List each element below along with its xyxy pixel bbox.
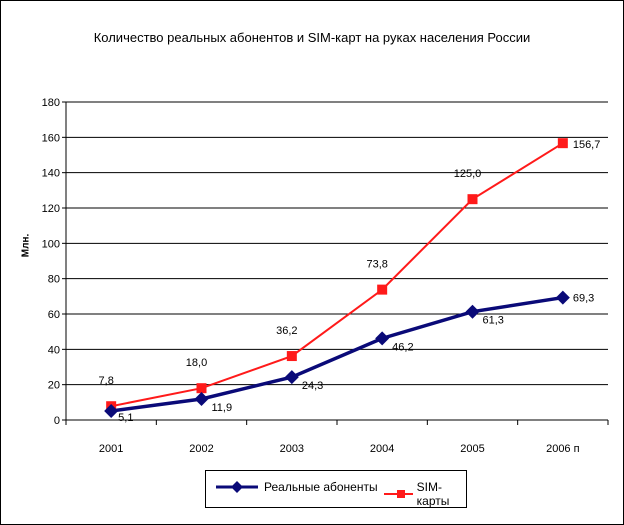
x-tick-label-5: 2006 п (546, 443, 580, 455)
legend: Реальные абоненты SIM-карты (205, 470, 467, 508)
real-subscribers-point-2 (284, 370, 299, 385)
series-line-sim-cards (110, 142, 564, 408)
y-tick-label-1: 20 (48, 380, 60, 392)
real-subscribers-data-label-4: 61,3 (483, 315, 504, 327)
legend-item-sim-cards: SIM-карты (382, 480, 466, 508)
plot-area: 0 20 40 60 80 100 120 140 160 180 2001 2002 2003 2004… (42, 97, 609, 455)
real-subscribers-point-1 (194, 391, 209, 406)
sim-cards-data-label-1: 18,0 (186, 357, 207, 369)
y-tick-label-9: 180 (42, 97, 60, 109)
y-tick-label-6: 120 (42, 203, 60, 215)
y-tick-label-7: 140 (42, 168, 60, 180)
y-tick-label-2: 40 (48, 344, 60, 356)
y-tick-label-3: 60 (48, 309, 60, 321)
x-tick-label-1: 2002 (189, 443, 213, 455)
real-subscribers-point-3 (375, 331, 390, 346)
legend-swatch-diamond-icon (216, 481, 258, 493)
sim-cards-point-1 (196, 383, 207, 394)
sim-cards-point-4 (467, 194, 478, 205)
sim-cards-data-label-4: 125,0 (454, 168, 482, 180)
y-tick-label-8: 160 (42, 132, 60, 144)
real-subscribers-data-label-5: 69,3 (573, 293, 594, 305)
legend-label-real-subscribers: Реальные абоненты (264, 480, 378, 494)
x-tick-label-0: 2001 (99, 443, 123, 455)
real-subscribers-point-5 (555, 290, 570, 305)
legend-swatch-square-icon (384, 490, 413, 498)
legend-item-real-subscribers: Реальные абоненты (214, 480, 378, 494)
sim-cards-data-label-0: 7,8 (99, 375, 114, 387)
y-tick-label-0: 0 (54, 415, 60, 427)
sim-cards-point-5 (557, 138, 568, 149)
chart-title: Количество реальных абонентов и SIM-карт… (93, 30, 531, 45)
sim-cards-data-label-5: 156,7 (573, 139, 601, 151)
sim-cards-point-2 (286, 351, 297, 362)
x-tick-label-3: 2004 (370, 443, 394, 455)
real-subscribers-point-0 (104, 403, 119, 418)
real-subscribers-data-label-3: 46,2 (392, 341, 413, 353)
real-subscribers-data-label-1: 11,9 (212, 402, 233, 414)
real-subscribers-data-label-2: 24,3 (302, 380, 323, 392)
y-tick-label-5: 100 (42, 238, 60, 250)
sim-cards-data-label-3: 73,8 (366, 259, 387, 271)
sim-cards-data-label-2: 36,2 (276, 325, 297, 337)
sim-cards-point-3 (377, 284, 388, 295)
real-subscribers-point-4 (465, 304, 480, 319)
real-subscribers-data-label-0: 5,1 (118, 412, 133, 424)
y-tick-label-4: 80 (48, 274, 60, 286)
x-tick-label-2: 2003 (280, 443, 304, 455)
legend-label-sim-cards: SIM-карты (416, 480, 450, 508)
x-tick-label-4: 2005 (460, 443, 484, 455)
series-line-real-subscribers (110, 295, 564, 413)
